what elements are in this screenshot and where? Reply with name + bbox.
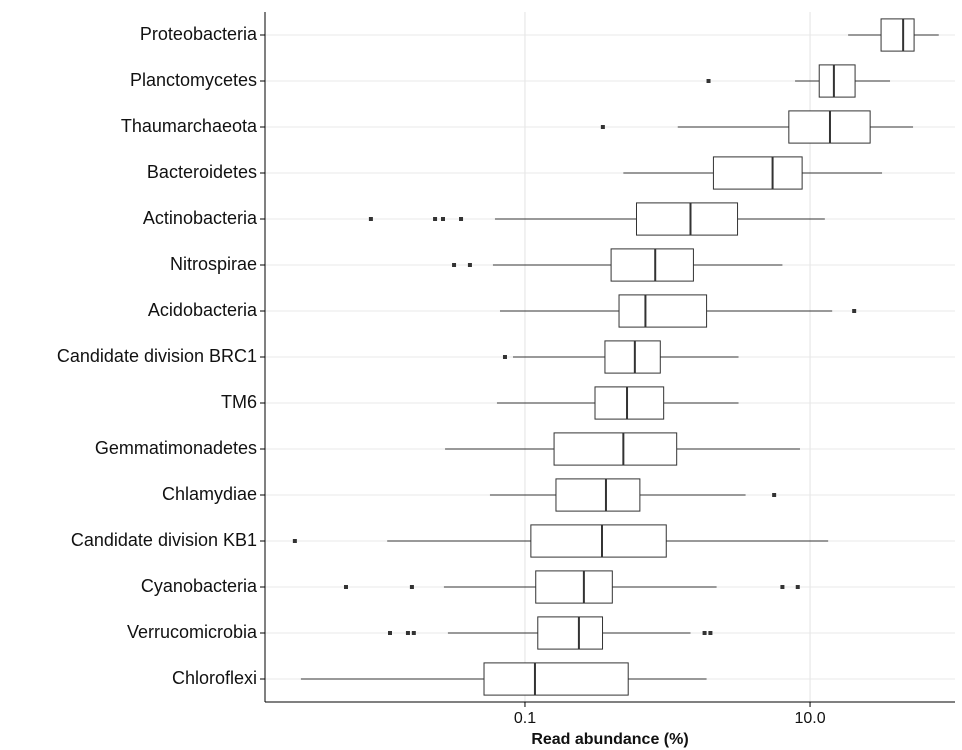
x-tick-label: 10.0 [794,710,825,727]
y-tick-label: Actinobacteria [143,208,258,228]
outlier [440,217,445,221]
y-tick-label: Bacteroidetes [147,162,257,182]
box [880,18,915,52]
outlier [459,217,464,221]
y-tick-label: Chloroflexi [172,668,257,688]
outlier [452,263,457,267]
y-tick-label: Thaumarchaeota [121,116,258,136]
box [635,202,739,236]
outlier [405,631,410,635]
box [530,524,667,558]
y-tick-label: Verrucomicrobia [127,622,258,642]
outlier [368,217,373,221]
outlier [343,585,348,589]
y-tick-label: Cyanobacteria [141,576,258,596]
outlier [433,217,438,221]
x-tick-label: 0.1 [514,710,536,727]
box [594,386,665,420]
box [553,432,678,466]
y-tick-label: Candidate division KB1 [71,530,257,550]
box [712,156,803,190]
box [483,662,629,696]
x-axis-label: Read abundance (%) [531,731,688,748]
outlier [702,631,707,635]
outlier [795,585,800,589]
box [535,570,613,604]
outlier [780,585,785,589]
outlier [772,493,777,497]
outlier [411,631,416,635]
outlier [388,631,393,635]
outlier [292,539,297,543]
box [610,248,694,282]
outlier [706,79,711,83]
y-tick-label: Acidobacteria [148,300,258,320]
box [618,294,708,328]
y-tick-label: Nitrospirae [170,254,257,274]
outlier [502,355,507,359]
outlier [467,263,472,267]
box [537,616,604,650]
y-tick-label: Planctomycetes [130,70,257,90]
y-tick-label: Proteobacteria [140,24,258,44]
box [555,478,641,512]
outlier [852,309,857,313]
y-tick-label: Gemmatimonadetes [95,438,257,458]
outlier [600,125,605,129]
outlier [409,585,414,589]
y-tick-label: Candidate division BRC1 [57,346,257,366]
box [818,64,856,98]
box [604,340,661,374]
y-tick-label: TM6 [221,392,257,412]
outlier [708,631,713,635]
y-tick-label: Chlamydiae [162,484,257,504]
